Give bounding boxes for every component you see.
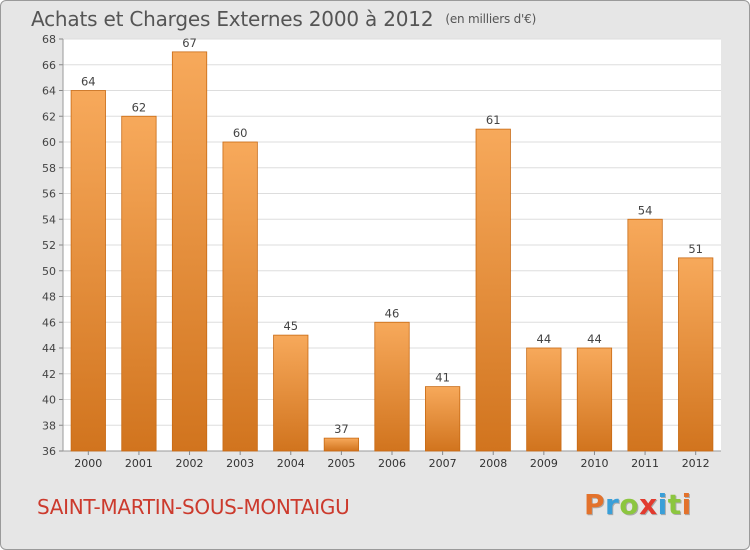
brand-letter: i bbox=[681, 488, 692, 521]
y-tick-label: 54 bbox=[42, 213, 56, 226]
y-tick-label: 62 bbox=[42, 110, 56, 123]
brand-letter: x bbox=[639, 488, 658, 521]
bar bbox=[576, 347, 613, 452]
brand-letter: r bbox=[605, 488, 620, 521]
brand-letter: P bbox=[584, 488, 606, 521]
y-tick-label: 48 bbox=[42, 291, 56, 304]
y-tick-label: 40 bbox=[42, 394, 56, 407]
x-tick-label: 2010 bbox=[580, 457, 608, 470]
bar bbox=[121, 115, 157, 452]
bar bbox=[273, 334, 309, 452]
y-tick-label: 44 bbox=[42, 342, 56, 355]
brand-letter: t bbox=[667, 488, 682, 521]
bar bbox=[374, 321, 410, 452]
bar bbox=[70, 90, 106, 452]
bar-value-label: 37 bbox=[334, 422, 349, 436]
bar-value-label: 62 bbox=[132, 100, 147, 114]
brand-letter: i bbox=[657, 488, 668, 521]
y-tick-label: 60 bbox=[42, 136, 56, 149]
y-tick-label: 58 bbox=[42, 162, 56, 175]
x-tick-label: 2012 bbox=[682, 457, 710, 470]
x-tick-label: 2011 bbox=[631, 457, 659, 470]
y-tick-label: 68 bbox=[42, 33, 56, 46]
y-tick-label: 38 bbox=[42, 419, 56, 432]
y-tick-label: 36 bbox=[42, 445, 56, 458]
y-tick-label: 46 bbox=[42, 316, 56, 329]
bar-value-label: 41 bbox=[435, 371, 450, 385]
title-text: Achats et Charges Externes 2000 à 2012 bbox=[31, 7, 434, 31]
bar bbox=[627, 218, 663, 452]
y-tick-label: 50 bbox=[42, 265, 56, 278]
y-tick-label: 66 bbox=[42, 59, 56, 72]
bar-value-label: 61 bbox=[486, 113, 501, 127]
x-tick-label: 2006 bbox=[378, 457, 406, 470]
x-tick-label: 2009 bbox=[530, 457, 558, 470]
unit-label: (en milliers d'€) bbox=[445, 12, 537, 26]
bar bbox=[526, 347, 562, 452]
bar-value-label: 44 bbox=[537, 332, 552, 346]
brand-letter: o bbox=[619, 488, 640, 521]
bar-value-label: 60 bbox=[233, 126, 248, 140]
bar-value-label: 67 bbox=[182, 36, 197, 50]
y-tick-label: 52 bbox=[42, 239, 56, 252]
x-tick-label: 2001 bbox=[125, 457, 153, 470]
x-tick-label: 2003 bbox=[226, 457, 254, 470]
bar-value-label: 54 bbox=[638, 203, 653, 217]
bar bbox=[475, 128, 511, 452]
bar bbox=[323, 437, 359, 452]
y-tick-label: 42 bbox=[42, 368, 56, 381]
bar bbox=[222, 141, 258, 452]
bar bbox=[678, 257, 714, 452]
x-tick-label: 2002 bbox=[176, 457, 204, 470]
y-tick-label: 56 bbox=[42, 188, 56, 201]
x-tick-label: 2008 bbox=[479, 457, 507, 470]
y-tick-label: 64 bbox=[42, 85, 56, 98]
location-name: SAINT-MARTIN-SOUS-MONTAIGU bbox=[37, 495, 350, 519]
x-tick-label: 2004 bbox=[277, 457, 305, 470]
brand-logo: Proxiti bbox=[584, 488, 692, 521]
bar bbox=[425, 386, 461, 452]
bar bbox=[171, 51, 208, 452]
chart-title: Achats et Charges Externes 2000 à 2012 (e… bbox=[31, 7, 536, 31]
bar-value-label: 46 bbox=[385, 306, 400, 320]
bar-value-label: 44 bbox=[587, 332, 602, 346]
x-tick-label: 2005 bbox=[327, 457, 355, 470]
x-tick-label: 2000 bbox=[74, 457, 102, 470]
bar-value-label: 51 bbox=[688, 242, 703, 256]
x-tick-label: 2007 bbox=[429, 457, 457, 470]
bar-value-label: 45 bbox=[283, 319, 298, 333]
bar-value-label: 64 bbox=[81, 75, 96, 89]
